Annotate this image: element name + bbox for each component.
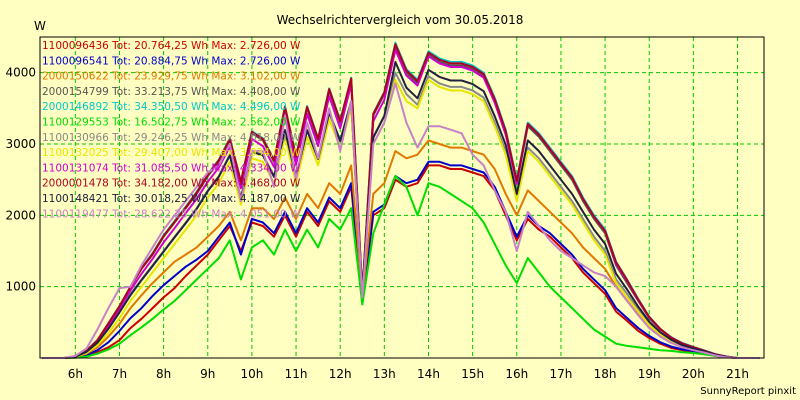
series-lines bbox=[42, 41, 760, 359]
x-tick-label: 13h bbox=[373, 367, 396, 381]
legend-entry: 1100096436 Tot: 20.764,25 Wh Max: 2.726,… bbox=[42, 40, 301, 52]
x-tick-label: 15h bbox=[461, 367, 484, 381]
x-tick-label: 14h bbox=[417, 367, 440, 381]
legend-entry: 1100130966 Tot: 29.246,25 Wh Max: 4.018,… bbox=[42, 132, 301, 144]
legend-entry: 1100148421 Tot: 30.018,25 Wh Max: 4.187,… bbox=[42, 193, 301, 205]
x-tick-label: 8h bbox=[156, 367, 171, 381]
legend-entry: 2000150622 Tot: 23.929,75 Wh Max: 3.102,… bbox=[42, 71, 301, 83]
x-tick-label: 7h bbox=[112, 367, 127, 381]
x-tick-label: 18h bbox=[594, 367, 617, 381]
x-tick-label: 10h bbox=[240, 367, 263, 381]
x-tick-label: 20h bbox=[682, 367, 705, 381]
y-axis-unit: W bbox=[34, 19, 46, 33]
series-line-8 bbox=[42, 78, 760, 359]
legend: 1100096436 Tot: 20.764,25 Wh Max: 2.726,… bbox=[42, 40, 301, 220]
legend-entry: 1100132025 Tot: 29.407,00 Wh Max: 3.934,… bbox=[42, 147, 301, 159]
plot-border bbox=[39, 36, 765, 359]
series-line-2 bbox=[42, 160, 760, 359]
legend-entry: 2000146892 Tot: 34.350,50 Wh Max: 4.496,… bbox=[42, 101, 301, 113]
legend-entry: 2000001478 Tot: 34.182,00 Wh Max: 4.468,… bbox=[42, 178, 301, 190]
legend-entry: 1100129553 Tot: 16.502,75 Wh Max: 2.562,… bbox=[42, 117, 301, 129]
legend-entry: 2000154799 Tot: 33.213,75 Wh Max: 4.408,… bbox=[42, 86, 301, 98]
x-tick-label: 9h bbox=[200, 367, 215, 381]
x-tick-label: 19h bbox=[638, 367, 661, 381]
series-line-10 bbox=[42, 43, 760, 359]
series-line-6 bbox=[42, 175, 760, 359]
legend-entry: 1100131074 Tot: 31.085,50 Wh Max: 4.334,… bbox=[42, 162, 301, 174]
series-line-12 bbox=[42, 82, 760, 359]
x-tick-label: 12h bbox=[329, 367, 352, 381]
legend-entry: 1100119477 Tot: 28.622,25 Wh Max: 4.051,… bbox=[42, 208, 301, 220]
x-tick-label: 17h bbox=[549, 367, 572, 381]
x-tick-label: 21h bbox=[726, 367, 749, 381]
chart-title: Wechselrichtervergleich vom 30.05.2018 bbox=[277, 13, 524, 27]
x-tick-label: 16h bbox=[505, 367, 528, 381]
series-line-1 bbox=[42, 164, 760, 359]
credit-label: SunnyReport pinxit bbox=[700, 386, 796, 397]
y-tick-label: 1000 bbox=[5, 280, 36, 294]
x-tick-label: 6h bbox=[68, 367, 83, 381]
y-tick-label: 3000 bbox=[5, 137, 36, 151]
series-line-11 bbox=[42, 61, 760, 359]
legend-entry: 1100096541 Tot: 20.884,75 Wh Max: 2.726,… bbox=[42, 55, 301, 67]
y-tick-label: 2000 bbox=[5, 208, 36, 222]
x-tick-label: 11h bbox=[285, 367, 308, 381]
axis-ticks: 6h 7h 8h 9h 10h 11h 12h 13h 14h 15h 16h 17h 18h 19h 20… bbox=[5, 66, 748, 381]
y-tick-label: 4000 bbox=[5, 66, 36, 80]
